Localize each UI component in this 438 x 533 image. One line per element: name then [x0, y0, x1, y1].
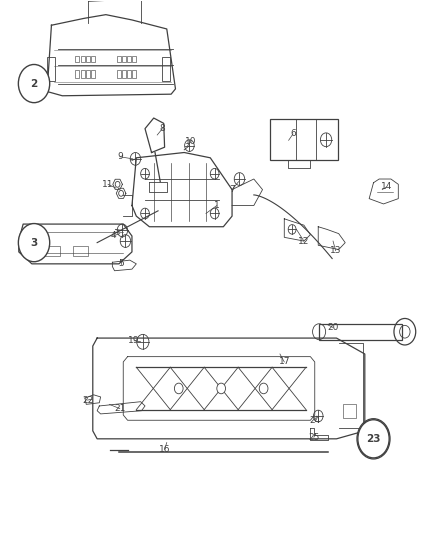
Text: 23: 23	[366, 434, 381, 444]
Bar	[319, 324, 402, 340]
Bar	[75, 70, 79, 78]
Circle shape	[217, 383, 226, 394]
Bar	[122, 56, 126, 62]
Circle shape	[358, 419, 389, 458]
Bar	[45, 246, 60, 256]
Text: 7: 7	[229, 185, 235, 194]
Bar	[73, 246, 88, 256]
Circle shape	[18, 223, 49, 262]
Text: 9: 9	[117, 152, 123, 161]
Text: 10: 10	[185, 138, 197, 147]
Bar	[86, 56, 90, 62]
Text: 22: 22	[82, 395, 93, 405]
Bar	[127, 70, 131, 78]
Text: 16: 16	[159, 445, 170, 454]
Bar	[343, 405, 356, 418]
Bar	[132, 56, 136, 62]
Text: 2: 2	[30, 78, 38, 88]
Text: 5: 5	[118, 260, 124, 268]
Text: 24: 24	[309, 416, 320, 425]
Text: 8: 8	[159, 124, 165, 133]
Text: 25: 25	[308, 433, 320, 442]
Bar	[81, 70, 85, 78]
Text: 13: 13	[330, 246, 341, 255]
Bar	[91, 70, 95, 78]
Bar	[47, 57, 55, 81]
Bar	[132, 70, 136, 78]
Bar	[122, 70, 126, 78]
Text: 4: 4	[111, 231, 117, 240]
Circle shape	[174, 383, 183, 394]
Bar	[75, 56, 79, 62]
Text: 12: 12	[298, 237, 310, 246]
Text: 1: 1	[214, 201, 220, 210]
Text: 3: 3	[30, 238, 38, 248]
Text: 14: 14	[381, 182, 392, 191]
Text: 6: 6	[290, 130, 296, 139]
Circle shape	[18, 64, 49, 103]
Bar	[117, 70, 120, 78]
Circle shape	[259, 383, 268, 394]
Text: 19: 19	[128, 336, 140, 345]
Bar	[127, 56, 131, 62]
Text: 17: 17	[279, 358, 290, 367]
Bar	[81, 56, 85, 62]
Bar	[270, 119, 338, 160]
Text: 21: 21	[114, 404, 125, 413]
Bar	[117, 56, 120, 62]
Text: 11: 11	[102, 180, 114, 189]
Text: 20: 20	[327, 323, 339, 332]
Bar	[162, 57, 170, 81]
Bar	[86, 70, 90, 78]
Bar	[91, 56, 95, 62]
